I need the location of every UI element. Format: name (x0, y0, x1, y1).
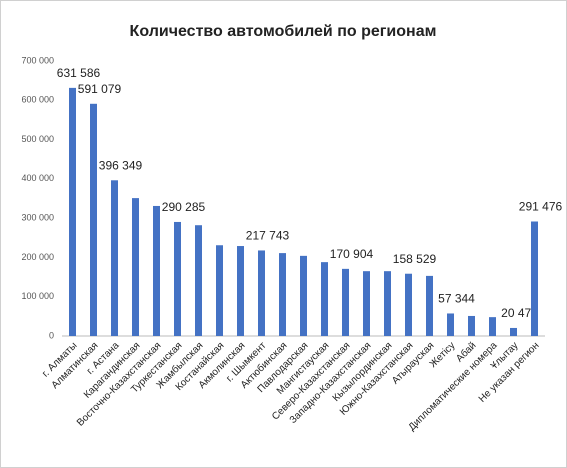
bar (216, 245, 223, 336)
data-label: 290 285 (162, 200, 206, 214)
data-label: 217 743 (246, 229, 290, 243)
data-label: 57 344 (438, 292, 475, 306)
bar (111, 180, 118, 336)
data-label: 291 476 (519, 200, 563, 214)
y-tick-label: 600 000 (21, 95, 54, 105)
y-tick-label: 300 000 (21, 213, 54, 223)
bar (237, 246, 244, 336)
data-label: 631 586 (57, 66, 101, 80)
bar (132, 198, 139, 336)
data-label: 170 904 (330, 247, 374, 261)
bar (447, 313, 454, 336)
y-tick-label: 100 000 (21, 291, 54, 301)
data-label: 158 529 (393, 252, 437, 266)
bar (90, 103, 97, 336)
bar (258, 250, 265, 336)
y-tick-label: 500 000 (21, 134, 54, 144)
y-tick-label: 700 000 (21, 55, 54, 65)
bar (426, 275, 433, 336)
y-tick-label: 0 (49, 330, 54, 340)
bar (489, 317, 496, 336)
bar (510, 327, 517, 336)
chart-title: Количество автомобилей по регионам (130, 23, 437, 40)
bar (342, 268, 349, 336)
bar (468, 315, 475, 336)
y-tick-label: 400 000 (21, 173, 54, 183)
bar (363, 271, 370, 336)
data-label: 591 079 (78, 82, 122, 96)
bar (300, 255, 307, 336)
bar (321, 262, 328, 336)
bar (384, 271, 391, 336)
bar (69, 87, 76, 337)
bar (531, 221, 538, 336)
bar (153, 205, 160, 336)
bar (405, 273, 412, 336)
data-label: 20 470 (501, 306, 538, 320)
y-tick-label: 200 000 (21, 252, 54, 262)
bar (279, 253, 286, 336)
data-label: 396 349 (99, 158, 143, 172)
bar (195, 225, 202, 336)
bar (174, 221, 181, 336)
